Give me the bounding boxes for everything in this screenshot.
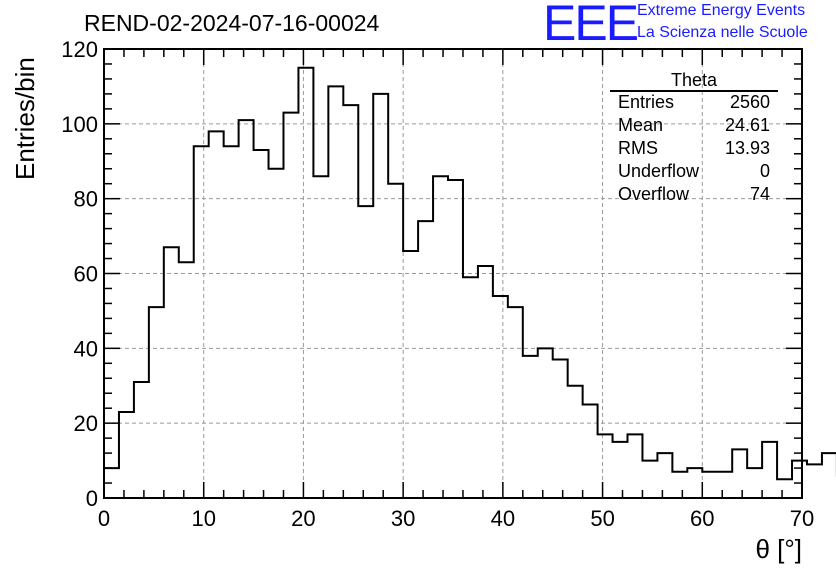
stats-value: 13.93: [724, 138, 770, 158]
stats-row-entries: Entries 2560: [618, 92, 770, 114]
x-tick-label: 50: [590, 506, 614, 531]
x-tick-label: 40: [491, 506, 515, 531]
stats-label: Mean: [618, 115, 664, 135]
y-tick-label: 0: [86, 486, 98, 511]
plot-frame: [103, 48, 803, 499]
stats-value: 24.61: [724, 115, 770, 135]
stats-label: Overflow: [618, 184, 690, 204]
x-tick-label: 0: [98, 506, 110, 531]
y-tick-label: 20: [74, 411, 98, 436]
stats-box: Theta Entries 2560 Mean 24.61 RMS 13.93 …: [610, 70, 778, 204]
stats-row-rms: RMS 13.93: [618, 138, 770, 160]
x-tick-label: 30: [391, 506, 415, 531]
y-tick-label: 80: [74, 187, 98, 212]
y-tick-label: 120: [61, 37, 98, 62]
stats-title: Theta: [670, 70, 718, 90]
stats-value: 0: [759, 161, 770, 181]
stats-label: Underflow: [618, 161, 700, 181]
x-tick-label: 20: [291, 506, 315, 531]
y-tick-label: 60: [74, 262, 98, 287]
histogram-line: [104, 66, 836, 481]
stats-label: RMS: [618, 138, 658, 158]
stats-row-underflow: Underflow 0: [618, 161, 770, 183]
logo-text-line-2: La Scienza nelle Scuole: [637, 24, 808, 41]
y-axis-label: Entries/bin: [10, 57, 40, 180]
x-tick-label: 70: [790, 506, 814, 531]
stats-row-overflow: Overflow 74: [618, 184, 770, 206]
grid-lines: [104, 49, 802, 498]
y-tick-label: 40: [74, 336, 98, 361]
chart-title: REND-02-2024-07-16-00024: [84, 10, 380, 36]
logo-text-line-1: Extreme Energy Events: [637, 2, 806, 19]
stats-divider: [610, 90, 778, 92]
stats-value: 74: [749, 184, 770, 204]
x-tick-label: 10: [191, 506, 215, 531]
stats-value: 2560: [729, 92, 770, 112]
stats-row-mean: Mean 24.61: [618, 115, 770, 137]
eee-logo: EEE: [543, 0, 639, 51]
tick-labels: 0 10 20 30 40 50 60 70 0 20 40 60 80 100 120: [61, 37, 814, 531]
x-tick-label: 60: [690, 506, 714, 531]
y-tick-label: 100: [61, 112, 98, 137]
stats-label: Entries: [618, 92, 675, 112]
x-axis-label: θ [°]: [755, 534, 802, 564]
